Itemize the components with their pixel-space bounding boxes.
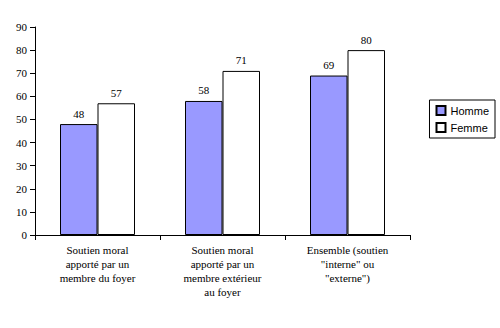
svg-text:membre du foyer: membre du foyer bbox=[60, 272, 136, 284]
svg-text:Soutien moral: Soutien moral bbox=[191, 244, 253, 256]
svg-text:Femme: Femme bbox=[450, 122, 487, 134]
svg-text:"interne" ou: "interne" ou bbox=[321, 258, 375, 270]
svg-text:Homme: Homme bbox=[450, 105, 489, 117]
svg-text:69: 69 bbox=[323, 59, 335, 71]
svg-text:0: 0 bbox=[22, 229, 28, 241]
svg-text:30: 30 bbox=[16, 160, 28, 172]
svg-text:apporté par un: apporté par un bbox=[191, 258, 255, 270]
svg-text:70: 70 bbox=[16, 67, 28, 79]
svg-text:Ensemble (soutien: Ensemble (soutien bbox=[307, 244, 389, 257]
svg-text:20: 20 bbox=[16, 183, 28, 195]
svg-text:80: 80 bbox=[16, 44, 28, 56]
svg-text:48: 48 bbox=[73, 108, 85, 120]
svg-text:71: 71 bbox=[236, 54, 247, 66]
svg-text:58: 58 bbox=[198, 84, 210, 96]
svg-text:membre extérieur: membre extérieur bbox=[184, 272, 262, 284]
svg-text:Soutien moral: Soutien moral bbox=[66, 244, 128, 256]
svg-text:60: 60 bbox=[16, 90, 28, 102]
svg-text:apporté par un: apporté par un bbox=[66, 258, 130, 270]
svg-text:90: 90 bbox=[16, 21, 28, 33]
svg-text:57: 57 bbox=[111, 87, 123, 99]
svg-text:80: 80 bbox=[361, 34, 373, 46]
svg-text:"externe"): "externe") bbox=[325, 272, 370, 285]
svg-text:au foyer: au foyer bbox=[204, 286, 241, 298]
svg-text:50: 50 bbox=[16, 113, 28, 125]
svg-text:40: 40 bbox=[16, 137, 28, 149]
svg-text:10: 10 bbox=[16, 206, 28, 218]
